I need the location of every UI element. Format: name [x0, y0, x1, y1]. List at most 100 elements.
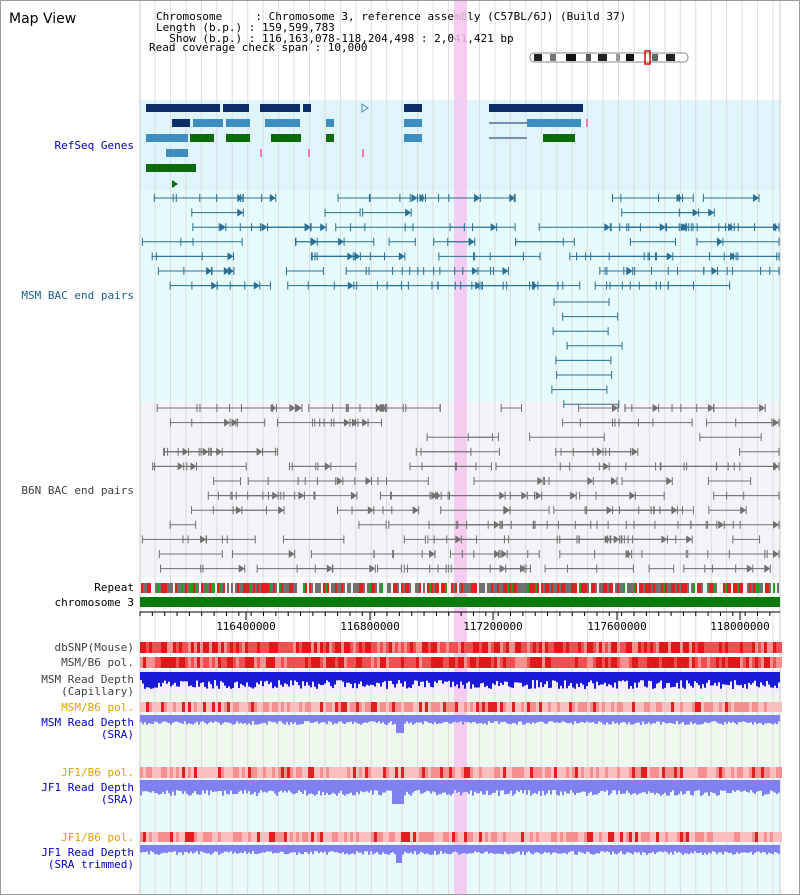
bac-arrow [746, 564, 753, 573]
polymorphism-mark [434, 767, 437, 778]
repeat-track[interactable] [141, 583, 779, 593]
read-depth-bar [500, 715, 502, 723]
read-depth-bar [278, 845, 280, 853]
ideogram-band [566, 54, 576, 61]
read-depth-bar [598, 845, 600, 854]
polymorphism-mark [500, 832, 503, 842]
read-depth-bar [422, 715, 424, 725]
repeat-mark [555, 583, 557, 593]
read-depth-bar [162, 845, 164, 853]
polymorphism-mark [506, 767, 509, 778]
read-depth-bar [518, 715, 520, 722]
read-depth-bar [732, 672, 734, 689]
refseq-genes-track[interactable] [146, 103, 588, 188]
bac-arrow [773, 223, 779, 232]
polymorphism-mark [230, 767, 233, 778]
repeat-mark [753, 583, 755, 593]
read-depth-bar [762, 845, 764, 852]
chromosome-ideogram[interactable] [529, 50, 689, 65]
polymorphism-mark [413, 702, 416, 712]
read-depth-tracks[interactable] [140, 672, 780, 863]
read-depth-bar [460, 715, 462, 722]
read-depth-bar [486, 780, 488, 791]
b6n-bac-track[interactable] [141, 404, 780, 573]
repeat-mark [579, 583, 581, 593]
polymorphism-mark [275, 642, 278, 653]
read-depth-bar [530, 672, 532, 689]
read-depth-bar [628, 715, 630, 723]
read-depth-bar [600, 780, 602, 792]
read-depth-bar [640, 672, 642, 681]
read-depth-bar [382, 672, 384, 683]
repeat-mark [605, 583, 607, 593]
repeat-mark [319, 583, 321, 593]
read-depth-bar [636, 845, 638, 853]
polymorphism-mark [572, 702, 575, 712]
read-depth-bar [512, 845, 514, 854]
read-depth-bar [746, 672, 748, 689]
polymorphism-mark [320, 657, 323, 668]
read-depth-bar [390, 780, 392, 791]
repeat-mark [641, 583, 643, 593]
read-depth-bar [168, 672, 170, 682]
polymorphism-mark [692, 702, 695, 712]
polymorphism-mark [611, 657, 614, 668]
polymorphism-mark [317, 642, 320, 653]
read-depth-bar [504, 715, 506, 722]
polymorphism-mark [647, 702, 650, 712]
selection-highlight[interactable] [454, 0, 467, 895]
gene-strand-arrow [146, 134, 151, 142]
polymorphism-mark [632, 832, 635, 842]
polymorphism-mark [287, 702, 290, 712]
read-depth-bar [434, 715, 436, 723]
read-depth-bar [234, 672, 236, 683]
read-depth-bar [696, 715, 698, 725]
read-depth-bar [760, 715, 762, 724]
read-depth-bar [774, 780, 776, 793]
polymorphism-mark [707, 832, 710, 842]
read-depth-bar [360, 845, 362, 853]
polymorphism-mark [536, 657, 539, 668]
msm-bac-track[interactable] [141, 194, 780, 409]
read-depth-bar [368, 672, 370, 686]
read-depth-bar [412, 845, 414, 855]
read-depth-bar [526, 845, 528, 853]
read-depth-bar [174, 672, 176, 683]
polymorphism-bands[interactable] [140, 642, 782, 842]
repeat-mark [413, 583, 415, 593]
polymorphism-mark [230, 642, 233, 653]
read-depth-bar [630, 845, 632, 854]
read-depth-bar [358, 780, 360, 795]
read-depth-bar [266, 672, 268, 681]
read-depth-bar [664, 715, 666, 723]
polymorphism-mark [509, 642, 512, 653]
read-depth-bar [634, 780, 636, 794]
read-depth-bar [704, 715, 706, 723]
polymorphism-mark [470, 657, 473, 668]
repeat-mark [153, 583, 155, 593]
polymorphism-mark [266, 702, 269, 712]
read-depth-bar [530, 780, 532, 796]
read-depth-bar [492, 845, 494, 854]
polymorphism-mark [479, 657, 482, 668]
read-depth-bar [348, 780, 350, 794]
polymorphism-mark [605, 832, 608, 842]
repeat-mark [269, 583, 271, 593]
read-depth-bar [494, 780, 496, 793]
polymorphism-mark [485, 702, 488, 712]
polymorphism-mark [344, 642, 347, 653]
polymorphism-mark [233, 832, 236, 842]
read-depth-bar [256, 672, 258, 683]
read-depth-bar [652, 715, 654, 724]
chromosome-bar[interactable] [140, 597, 780, 607]
repeat-mark [517, 583, 519, 593]
polymorphism-mark [728, 657, 731, 668]
read-depth-bar [442, 845, 444, 854]
read-depth-bar [298, 780, 300, 791]
read-depth-bar [728, 780, 730, 794]
polymorphism-mark [593, 642, 596, 653]
polymorphism-mark [665, 832, 668, 842]
repeat-mark [205, 583, 207, 593]
repeat-mark [175, 583, 177, 593]
